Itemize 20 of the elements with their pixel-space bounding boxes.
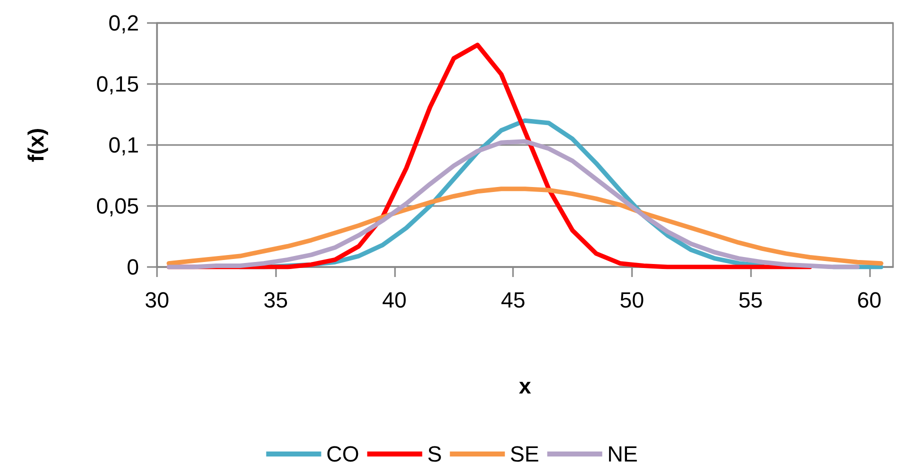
legend-label: NE: [607, 442, 638, 466]
y-tick-label: 0: [126, 254, 139, 280]
x-tick-label: 40: [382, 288, 407, 312]
legend-label: CO: [326, 442, 360, 466]
x-tick-label: 55: [738, 288, 763, 312]
y-tick-label: 0,15: [96, 72, 139, 96]
line-series: [166, 139, 860, 270]
x-tick-label: 30: [144, 288, 170, 312]
x-axis-title: x: [518, 374, 532, 398]
x-tick-label: 45: [500, 288, 526, 312]
x-tick-label: 60: [857, 288, 882, 312]
y-axis-title: f(x): [24, 128, 48, 162]
line-series: [166, 186, 884, 266]
x-tick-label: 50: [620, 288, 644, 312]
y-tick-label: 0,1: [108, 132, 139, 158]
legend-label: S: [427, 442, 442, 466]
y-tick-label: 0,2: [108, 10, 139, 36]
x-tick-label: 35: [263, 288, 288, 312]
legend-label: SE: [510, 442, 540, 466]
y-tick-label: 0,05: [96, 194, 139, 218]
